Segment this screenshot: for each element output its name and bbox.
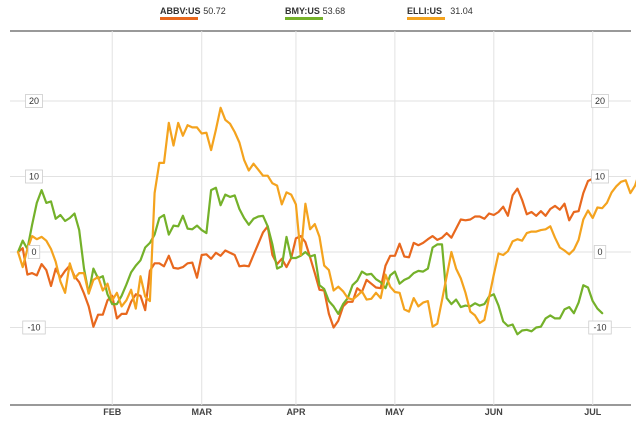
y-label-box	[22, 320, 46, 335]
y-label-text: -10	[27, 323, 40, 333]
legend-value: 50.72	[203, 6, 226, 16]
legend-item-bmy-us: BMY:US 53.68	[285, 6, 345, 20]
y-axis-labels: 20 10 0 -10 20 10 0 -10	[22, 94, 612, 335]
legend-ticker: ELLI:US	[407, 6, 442, 16]
y-label-text: 0	[31, 247, 36, 257]
y-label-box	[27, 245, 41, 259]
legend-ticker: ABBV:US	[160, 6, 201, 16]
x-label-jun: JUN	[485, 407, 503, 417]
x-label-apr: APR	[286, 407, 306, 417]
legend-swatch	[160, 17, 198, 20]
x-label-jul: JUL	[584, 407, 602, 417]
y-label-text: 10	[595, 172, 605, 182]
y-label-left: -10	[22, 320, 46, 335]
series-line-elli-us	[16, 106, 636, 328]
y-label-text: 20	[29, 96, 39, 106]
y-label-right: 20	[591, 94, 609, 108]
legend-item-abbv-us: ABBV:US 50.72	[160, 6, 226, 20]
legend-item-elli-us: ELLI:US 31.04	[407, 6, 473, 20]
gridlines	[10, 30, 631, 406]
y-label-box	[591, 169, 609, 184]
y-label-box	[25, 169, 43, 184]
y-label-text: 0	[597, 247, 602, 257]
x-label-mar: MAR	[191, 407, 212, 417]
y-label-box	[591, 94, 609, 108]
series-line-abbv-us	[16, 176, 604, 329]
y-label-box	[25, 94, 43, 108]
y-label-text: 10	[29, 172, 39, 182]
y-label-box	[588, 320, 612, 335]
x-label-may: MAY	[385, 407, 404, 417]
legend-value: 31.04	[450, 6, 473, 16]
y-label-left: 20	[25, 94, 43, 108]
x-axis-labels: FEB MAR APR MAY JUN JUL	[103, 407, 602, 417]
y-label-right: -10	[588, 320, 612, 335]
series-lines	[16, 106, 636, 336]
x-label-feb: FEB	[103, 407, 122, 417]
y-label-left: 10	[25, 169, 43, 184]
y-label-text: 20	[595, 96, 605, 106]
series-line-bmy-us	[16, 186, 604, 336]
legend-swatch	[285, 17, 323, 20]
legend-value: 53.68	[323, 6, 346, 16]
legend-swatch	[407, 17, 445, 20]
y-label-text: -10	[593, 323, 606, 333]
y-label-right: 10	[591, 169, 609, 184]
y-label-box	[593, 245, 607, 259]
legend-ticker: BMY:US	[285, 6, 320, 16]
y-label-right: 0	[593, 245, 607, 259]
y-label-left: 0	[27, 245, 41, 259]
legend: ABBV:US 50.72 BMY:US 53.68 ELLI:US 31.04	[160, 6, 473, 20]
